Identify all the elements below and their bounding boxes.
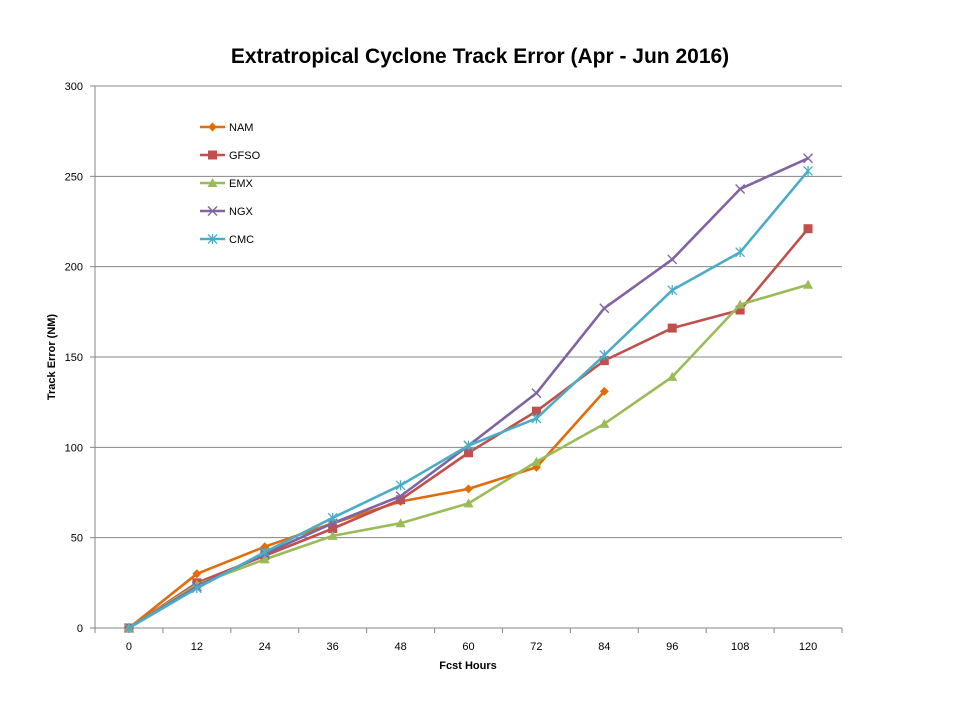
x-tick-label-48: 48 (394, 641, 406, 653)
point-gfso-108 (735, 305, 745, 315)
point-cmc-24 (259, 547, 270, 558)
legend-marker-ngx (207, 206, 218, 216)
point-nam-24 (260, 542, 270, 552)
point-ngx-108 (735, 183, 746, 194)
legend-marker-emx (207, 178, 218, 187)
point-emx-84 (599, 418, 610, 428)
legend-marker-nam (208, 122, 217, 132)
point-gfso-48 (396, 495, 406, 505)
series-line-ngx (128, 157, 809, 630)
legend-label-cmc: CMC (229, 234, 254, 246)
point-ngx-120 (803, 153, 814, 164)
x-tick-label-24: 24 (259, 641, 271, 653)
x-axis-label: Fcst Hours (439, 660, 496, 672)
y-tick-label-150: 150 (65, 352, 83, 364)
y-tick-label-50: 50 (71, 533, 83, 545)
point-cmc-84 (599, 350, 610, 361)
x-tick-label-72: 72 (530, 641, 542, 653)
legend-item-cmc: CMC (200, 234, 254, 246)
legend-item-gfso: GFSO (200, 150, 261, 162)
point-gfso-36 (328, 524, 338, 534)
point-ngx-48 (395, 491, 406, 502)
point-nam-12 (192, 569, 202, 579)
legend-marker-gfso (208, 150, 217, 160)
y-tick-label-100: 100 (65, 442, 83, 454)
series-group (123, 153, 814, 633)
point-emx-24 (259, 554, 270, 564)
point-emx-120 (803, 279, 814, 289)
point-gfso-120 (803, 224, 813, 234)
x-tick-label-120: 120 (799, 641, 817, 653)
legend-label-gfso: GFSO (229, 150, 261, 162)
legend-label-ngx: NGX (229, 206, 254, 218)
point-cmc-0 (123, 623, 134, 633)
x-tick-label-108: 108 (731, 641, 749, 653)
point-cmc-72 (531, 413, 542, 424)
point-ngx-72 (531, 388, 542, 399)
legend-label-emx: EMX (229, 178, 254, 190)
legend-item-emx: EMX (200, 178, 254, 190)
point-emx-108 (735, 299, 746, 309)
point-nam-84 (599, 386, 609, 396)
point-cmc-120 (803, 165, 814, 176)
point-nam-60 (464, 484, 473, 494)
legend-item-ngx: NGX (200, 206, 254, 218)
axes: 0 50 100 150 200 250 300 0 12 24 36 48 60 72 84 96 108 12… (65, 81, 843, 653)
x-tick-label-60: 60 (462, 641, 474, 653)
point-emx-96 (667, 371, 678, 381)
y-tick-label-300: 300 (65, 81, 83, 93)
series-line-nam (128, 390, 606, 630)
point-cmc-12 (191, 583, 202, 594)
point-ngx-84 (599, 303, 610, 314)
legend-marker-cmc (207, 234, 218, 244)
point-emx-48 (395, 518, 406, 528)
y-tick-label-250: 250 (65, 171, 83, 183)
point-cmc-36 (327, 512, 338, 523)
series-line-gfso (128, 227, 810, 630)
gridlines (95, 85, 842, 539)
point-cmc-108 (735, 247, 746, 258)
x-tick-label-0: 0 (126, 641, 132, 653)
legend-label-nam: NAM (229, 122, 253, 134)
x-tick-label-84: 84 (598, 641, 610, 653)
point-emx-36 (327, 530, 338, 540)
point-cmc-48 (395, 480, 406, 491)
legend-item-nam: NAM (200, 122, 253, 134)
series-cmc (123, 165, 814, 633)
legend: NAM GFSO EMX NGX CMC (200, 122, 261, 246)
point-emx-72 (531, 456, 542, 466)
point-gfso-72 (531, 406, 541, 416)
point-gfso-96 (667, 323, 677, 333)
x-tick-label-12: 12 (191, 641, 203, 653)
chart-title: Extratropical Cyclone Track Error (Apr -… (231, 45, 729, 68)
point-ngx-96 (667, 254, 678, 265)
y-tick-label-0: 0 (77, 623, 83, 635)
point-gfso-60 (464, 448, 473, 458)
x-tick-label-96: 96 (666, 641, 678, 653)
point-cmc-96 (667, 285, 678, 296)
y-tick-label-200: 200 (65, 262, 83, 274)
y-axis-label: Track Error (NM) (46, 314, 58, 401)
point-gfso-84 (599, 356, 609, 366)
point-emx-60 (463, 498, 474, 508)
x-tick-label-36: 36 (327, 641, 339, 653)
point-cmc-60 (463, 440, 474, 451)
